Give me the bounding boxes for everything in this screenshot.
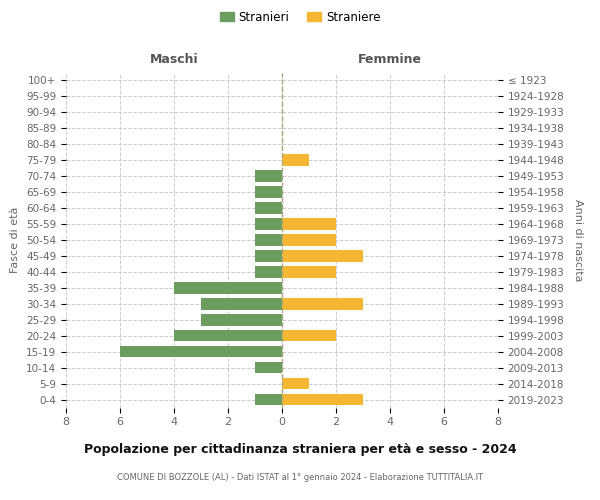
Bar	[255, 250, 282, 262]
Text: Popolazione per cittadinanza straniera per età e sesso - 2024: Popolazione per cittadinanza straniera p…	[83, 442, 517, 456]
Legend: Stranieri, Straniere: Stranieri, Straniere	[215, 6, 385, 28]
Text: Maschi: Maschi	[149, 53, 199, 66]
Y-axis label: Fasce di età: Fasce di età	[10, 207, 20, 273]
Text: Femmine: Femmine	[358, 53, 422, 66]
Bar	[255, 362, 282, 374]
Bar	[255, 266, 282, 278]
Bar	[282, 378, 309, 390]
Bar	[255, 170, 282, 182]
Bar	[255, 394, 282, 406]
Bar	[282, 298, 363, 310]
Bar	[174, 282, 282, 294]
Bar	[255, 202, 282, 214]
Bar	[282, 394, 363, 406]
Bar	[282, 250, 363, 262]
Bar	[255, 218, 282, 230]
Bar	[282, 154, 309, 166]
Bar	[282, 266, 336, 278]
Y-axis label: Anni di nascita: Anni di nascita	[573, 198, 583, 281]
Bar	[282, 330, 336, 342]
Bar	[174, 330, 282, 342]
Bar	[282, 234, 336, 246]
Bar	[282, 218, 336, 230]
Bar	[120, 346, 282, 358]
Bar	[255, 234, 282, 246]
Bar	[201, 298, 282, 310]
Bar	[255, 186, 282, 198]
Bar	[201, 314, 282, 326]
Text: COMUNE DI BOZZOLE (AL) - Dati ISTAT al 1° gennaio 2024 - Elaborazione TUTTITALIA: COMUNE DI BOZZOLE (AL) - Dati ISTAT al 1…	[117, 472, 483, 482]
